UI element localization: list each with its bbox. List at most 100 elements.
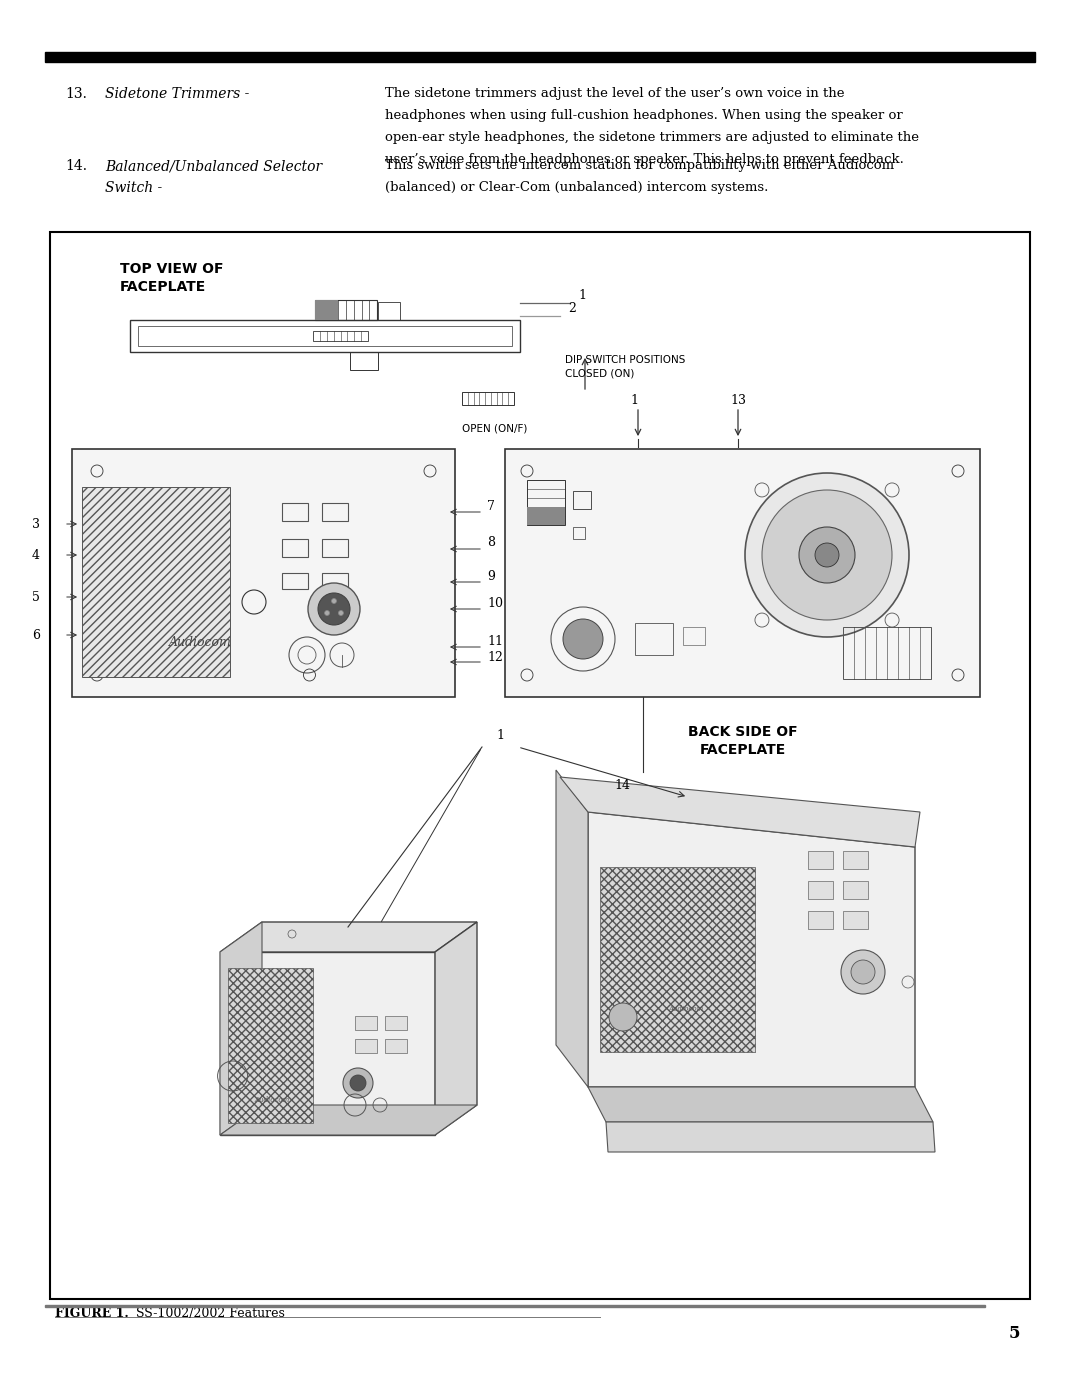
Circle shape: [338, 610, 343, 616]
Text: SS-1002/2002 Features: SS-1002/2002 Features: [129, 1308, 285, 1320]
Bar: [138, 326, 512, 346]
Bar: [350, 352, 378, 370]
Text: The sidetone trimmers adjust the level of the user’s own voice in the: The sidetone trimmers adjust the level o…: [384, 87, 845, 101]
Text: Audiocom: Audiocom: [255, 1097, 289, 1104]
Polygon shape: [220, 922, 477, 951]
Bar: [600, 868, 755, 1052]
Bar: [282, 503, 308, 521]
Text: 9: 9: [487, 570, 495, 583]
Bar: [505, 448, 980, 697]
Text: Switch -: Switch -: [105, 182, 162, 196]
Circle shape: [343, 1067, 373, 1098]
Text: FIGURE 1.: FIGURE 1.: [55, 1308, 129, 1320]
Bar: [527, 507, 565, 515]
Bar: [72, 448, 455, 697]
Bar: [808, 911, 833, 929]
Polygon shape: [606, 1122, 935, 1153]
Text: 5: 5: [1009, 1324, 1020, 1343]
Text: 1: 1: [630, 394, 638, 407]
Circle shape: [563, 619, 603, 659]
Text: 5: 5: [32, 591, 40, 604]
Bar: [527, 515, 565, 525]
Text: TOP VIEW OF
FACEPLATE: TOP VIEW OF FACEPLATE: [120, 263, 224, 295]
Text: Sidetone Trimmers -: Sidetone Trimmers -: [105, 87, 249, 101]
Text: 14.: 14.: [65, 159, 87, 173]
Text: 4: 4: [32, 549, 40, 562]
Circle shape: [318, 592, 350, 624]
Bar: [82, 488, 230, 678]
Circle shape: [332, 598, 337, 604]
Bar: [130, 320, 519, 352]
Text: BACK SIDE OF
FACEPLATE: BACK SIDE OF FACEPLATE: [688, 725, 797, 757]
Bar: [45, 1305, 985, 1308]
Circle shape: [308, 583, 360, 636]
Text: OPEN (ON/F): OPEN (ON/F): [462, 423, 527, 433]
Text: 1: 1: [496, 729, 504, 742]
Polygon shape: [561, 777, 920, 847]
Text: user’s voice from the headphones or speaker. This helps to prevent feedback.: user’s voice from the headphones or spea…: [384, 154, 904, 166]
Polygon shape: [556, 770, 588, 1087]
Bar: [50, 232, 1030, 1299]
Bar: [330, 300, 338, 320]
Text: 13.: 13.: [65, 87, 86, 101]
Bar: [527, 481, 565, 525]
Bar: [843, 851, 868, 869]
Text: (balanced) or Clear-Com (unbalanced) intercom systems.: (balanced) or Clear-Com (unbalanced) int…: [384, 182, 768, 194]
Text: 7: 7: [487, 500, 495, 513]
Bar: [808, 882, 833, 900]
Bar: [355, 1039, 377, 1053]
Circle shape: [815, 543, 839, 567]
Text: 11: 11: [487, 634, 503, 647]
Bar: [635, 623, 673, 655]
Text: 10: 10: [487, 597, 503, 609]
Text: DIP SWITCH POSITIONS
CLOSED (ON): DIP SWITCH POSITIONS CLOSED (ON): [565, 355, 686, 379]
Bar: [355, 1016, 377, 1030]
Bar: [322, 573, 348, 590]
Circle shape: [841, 950, 885, 995]
Circle shape: [745, 474, 909, 637]
Circle shape: [350, 1076, 366, 1091]
Polygon shape: [220, 951, 435, 1134]
Bar: [228, 968, 313, 1123]
Bar: [384, 1039, 407, 1053]
Bar: [843, 882, 868, 900]
Text: 14: 14: [615, 780, 631, 792]
Bar: [573, 527, 585, 539]
Text: 3: 3: [32, 517, 40, 531]
Bar: [323, 300, 330, 320]
Text: This switch sets the intercom station for compatibility with either Audiocom: This switch sets the intercom station fo…: [384, 159, 894, 172]
Bar: [282, 573, 308, 590]
Polygon shape: [588, 812, 915, 1087]
Bar: [82, 488, 230, 678]
Text: headphones when using full-cushion headphones. When using the speaker or: headphones when using full-cushion headp…: [384, 109, 903, 122]
Text: 8: 8: [487, 536, 495, 549]
Bar: [683, 627, 705, 645]
Polygon shape: [220, 922, 262, 1134]
Bar: [573, 490, 591, 509]
Text: 12: 12: [487, 651, 503, 664]
Circle shape: [609, 1003, 637, 1031]
Polygon shape: [588, 1087, 933, 1122]
Text: 13: 13: [730, 394, 746, 407]
Text: open-ear style headphones, the sidetone trimmers are adjusted to eliminate the: open-ear style headphones, the sidetone …: [384, 131, 919, 144]
Polygon shape: [435, 922, 477, 1134]
Bar: [378, 302, 400, 320]
Text: 2: 2: [568, 302, 576, 314]
Bar: [315, 300, 377, 320]
Text: Audiocom: Audiocom: [669, 1004, 704, 1013]
Bar: [462, 393, 514, 405]
Bar: [808, 851, 833, 869]
Text: Balanced/Unbalanced Selector: Balanced/Unbalanced Selector: [105, 159, 322, 173]
Text: 1: 1: [578, 289, 586, 302]
Text: 6: 6: [32, 629, 40, 641]
Circle shape: [762, 490, 892, 620]
Bar: [843, 911, 868, 929]
Bar: [322, 539, 348, 557]
Bar: [282, 539, 308, 557]
Bar: [45, 52, 1035, 61]
Bar: [843, 627, 931, 679]
Bar: [313, 331, 368, 341]
Text: Audiocom: Audiocom: [168, 636, 231, 648]
Bar: [384, 1016, 407, 1030]
Polygon shape: [220, 1105, 477, 1134]
